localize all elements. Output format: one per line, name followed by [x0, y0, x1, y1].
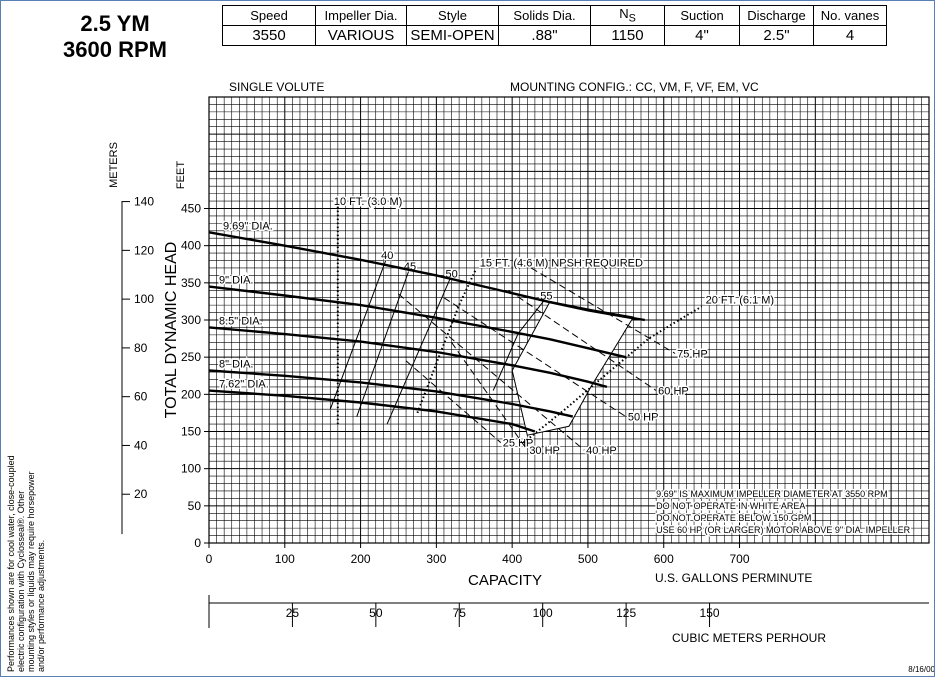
spec-value-solids: .88" — [498, 25, 591, 46]
hp-line — [508, 289, 657, 392]
efficiency-label: 40 — [381, 250, 393, 262]
x-tick-label: 100 — [275, 552, 295, 566]
x-tick-label: 400 — [502, 552, 522, 566]
y-secondary-tick-label: 80 — [134, 341, 148, 355]
y-axis-label: TOTAL DYNAMIC HEAD — [163, 242, 180, 419]
spec-value-speed: 3550 — [222, 25, 316, 46]
operating-note: USE 60 HP (OR LARGER) MOTOR ABOVE 9" DIA… — [656, 525, 910, 535]
impeller-label: 8.5" DIA. — [219, 315, 263, 327]
y-secondary-tick-label: 140 — [134, 195, 154, 209]
x-secondary-tick-label: 50 — [369, 606, 383, 620]
x-tick-label: 200 — [351, 552, 371, 566]
y-secondary-tick-label: 40 — [134, 438, 148, 452]
spec-value-row: 3550 VARIOUS SEMI-OPEN .88" 1150 4" 2.5"… — [222, 25, 887, 46]
volute-caption: SINGLE VOLUTE — [229, 80, 325, 94]
operating-note: 9.69" IS MAXIMUM IMPELLER DIAMETER AT 35… — [656, 489, 887, 499]
x-secondary-tick-label: 75 — [453, 606, 467, 620]
spec-label-speed: Speed — [222, 5, 316, 26]
operating-note: DO NOT OPERATE IN WHITE AREA — [656, 501, 805, 511]
spec-value-impeller: VARIOUS — [315, 25, 407, 46]
y-tick-label: 50 — [188, 499, 202, 513]
x-tick-label: 500 — [578, 552, 598, 566]
y-tick-label: 450 — [181, 202, 201, 216]
hp-line — [398, 293, 585, 451]
impeller-curve — [208, 369, 574, 418]
spec-label-ns-main: N — [619, 6, 629, 22]
operating-note: DO NOT OPERATE BELOW 150 GPM — [656, 513, 811, 523]
efficiency-line — [329, 256, 388, 410]
spec-header-row: Speed Impeller Dia. Style Solids Dia. NS… — [222, 5, 887, 26]
hp-label: 50 HP — [628, 412, 659, 424]
impeller-label: 7.62" DIA. — [219, 379, 269, 391]
spec-label-vanes: No. vanes — [813, 5, 887, 26]
impeller-label: 9" DIA. — [219, 275, 253, 287]
y-tick-label: 100 — [181, 462, 201, 476]
y-secondary-tick-label: 20 — [134, 487, 148, 501]
spec-label-ns-sub: S — [628, 12, 636, 25]
x-secondary-tick-label: 125 — [616, 606, 636, 620]
mounting-caption: MOUNTING CONFIG.: CC, VM, F, VF, EM, VC — [510, 80, 759, 94]
y-tick-label: 150 — [181, 425, 201, 439]
model-title: 2.5 YM — [80, 11, 150, 36]
impeller-label: 8" DIA. — [219, 359, 253, 371]
hp-label: 75 HP — [677, 348, 708, 360]
y-units-label: FEET — [175, 161, 187, 189]
y-secondary-units-label: METERS — [108, 142, 120, 188]
spec-value-style: SEMI-OPEN — [406, 25, 499, 46]
npsh-label: 10 FT. (3.0 M) — [334, 196, 402, 208]
x-secondary-tick-label: 100 — [533, 606, 553, 620]
hp-label: 60 HP — [658, 386, 689, 398]
hp-label: 25 HP — [503, 438, 534, 450]
impeller-curve — [208, 389, 536, 433]
y-secondary-tick-label: 100 — [134, 292, 154, 306]
spec-value-vanes: 4 — [813, 25, 887, 46]
y-tick-label: 0 — [194, 536, 201, 550]
impeller-curve — [208, 285, 627, 359]
y-secondary-tick-label: 120 — [134, 243, 154, 257]
x-tick-label: 600 — [654, 552, 674, 566]
spec-value-suction: 4" — [664, 25, 740, 46]
x-units-label: U.S. GALLONS PERMINUTE — [655, 571, 812, 585]
rpm-title: 3600 RPM — [63, 37, 167, 62]
hp-label: 30 HP — [529, 445, 560, 457]
spec-label-solids: Solids Dia. — [498, 5, 591, 26]
impeller-curve — [208, 231, 645, 322]
x-tick-label: 0 — [206, 552, 213, 566]
y-tick-label: 200 — [181, 387, 201, 401]
y-secondary-tick-label: 60 — [134, 390, 148, 404]
hp-line — [405, 360, 502, 443]
y-tick-label: 400 — [181, 239, 201, 253]
hp-label: 40 HP — [586, 445, 617, 457]
x-tick-label: 300 — [426, 552, 446, 566]
npsh-label: 15 FT. (4.6 M) NPSH REQUIRED — [480, 257, 643, 269]
spec-value-ns: 1150 — [590, 25, 665, 46]
y-tick-label: 300 — [181, 313, 201, 327]
efficiency-line — [356, 267, 411, 417]
spec-label-discharge: Discharge — [739, 5, 814, 26]
hp-line — [530, 267, 676, 354]
x-axis-label: CAPACITY — [468, 572, 542, 589]
spec-table: Speed Impeller Dia. Style Solids Dia. NS… — [222, 5, 887, 46]
impeller-label: 9.69" DIA. — [223, 220, 273, 232]
y-tick-label: 250 — [181, 350, 201, 364]
npsh-label: 20 FT. (6.1 M) — [706, 295, 774, 307]
npsh-line — [522, 305, 703, 444]
x-tick-label: 700 — [730, 552, 750, 566]
impeller-curve — [208, 326, 608, 389]
spec-value-discharge: 2.5" — [739, 25, 814, 46]
x-secondary-tick-label: 25 — [286, 606, 300, 620]
revision-date: 8/16/00 — [908, 665, 935, 674]
y-tick-label: 350 — [181, 276, 201, 290]
x-secondary-units-label: CUBIC METERS PERHOUR — [672, 631, 826, 645]
x-secondary-tick-label: 150 — [700, 606, 720, 620]
hp-line — [443, 297, 627, 418]
